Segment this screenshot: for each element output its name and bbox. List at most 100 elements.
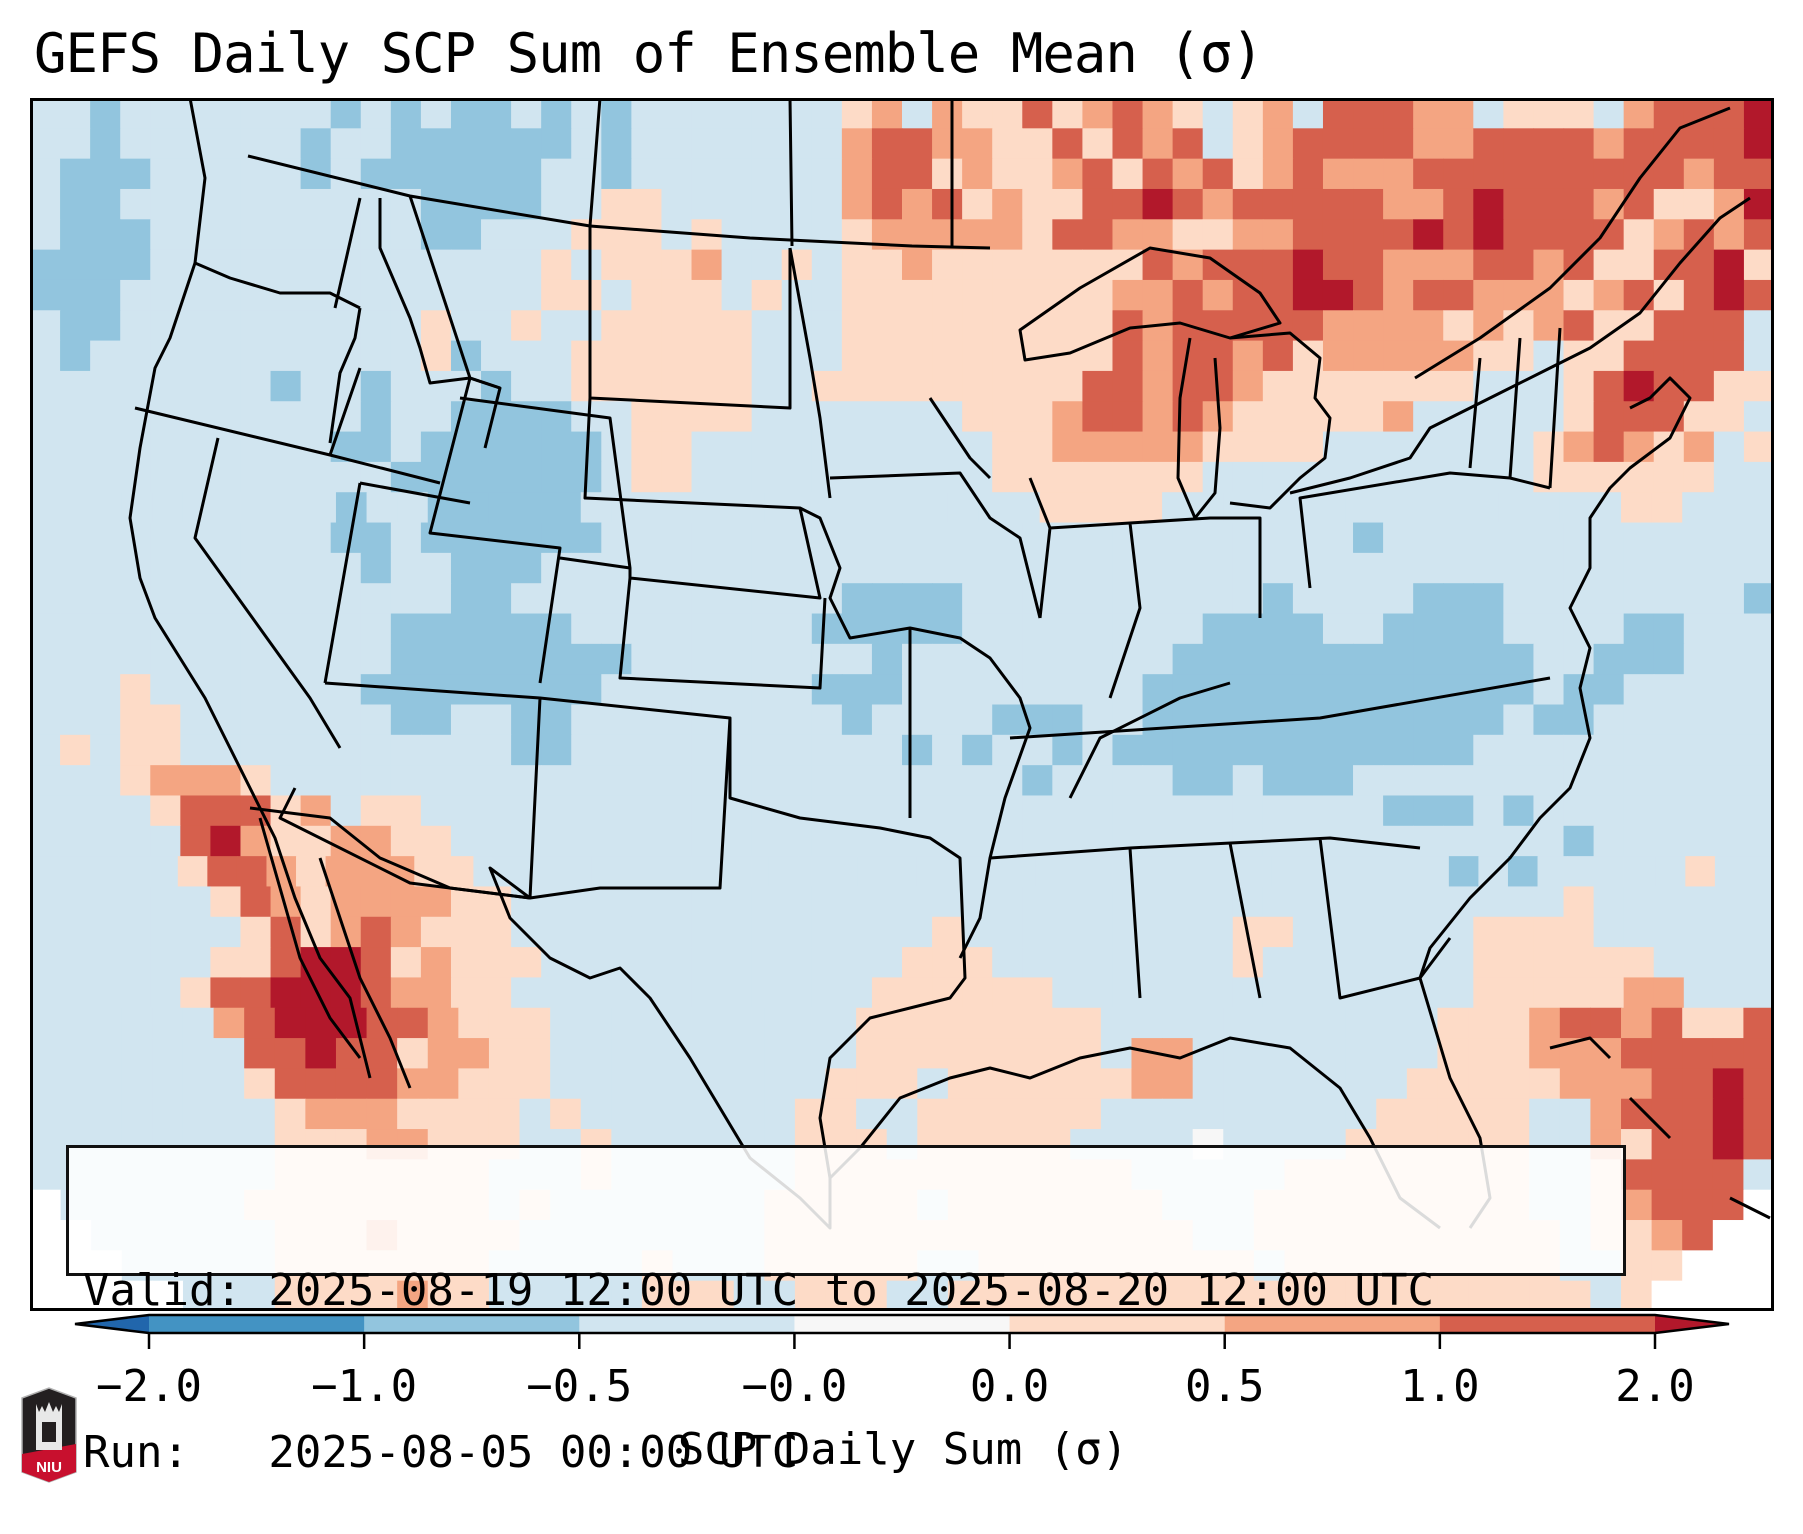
grid-cell bbox=[1712, 1007, 1745, 1039]
grid-cell bbox=[450, 765, 482, 797]
grid-cell bbox=[1682, 492, 1714, 524]
grid-cell bbox=[1223, 1007, 1255, 1039]
grid-cell bbox=[1262, 522, 1294, 554]
grid-cell bbox=[1192, 1280, 1224, 1311]
grid-cell bbox=[1653, 340, 1685, 372]
grid-cell bbox=[180, 886, 212, 918]
grid-cell bbox=[1563, 310, 1595, 342]
grid-cell bbox=[511, 947, 542, 979]
grid-cell bbox=[631, 916, 663, 948]
grid-cell bbox=[1498, 1280, 1530, 1311]
logo-tower-spires bbox=[36, 1402, 62, 1414]
grid-cell bbox=[450, 674, 482, 706]
grid-cell bbox=[150, 583, 181, 615]
grid-cell bbox=[1005, 856, 1036, 888]
grid-cell bbox=[1292, 431, 1324, 463]
grid-cell bbox=[1232, 219, 1264, 251]
grid-cell bbox=[150, 249, 181, 281]
grid-cell bbox=[962, 674, 993, 706]
grid-cell bbox=[1413, 795, 1444, 827]
grid-cell bbox=[1413, 128, 1444, 160]
grid-cell bbox=[481, 158, 512, 190]
grid-cell bbox=[1682, 1007, 1714, 1039]
grid-cell bbox=[721, 886, 753, 918]
grid-cell bbox=[1712, 1129, 1745, 1160]
colorbar-label: SCP Daily Sum (σ) bbox=[677, 1424, 1129, 1475]
grid-cell bbox=[120, 128, 151, 160]
grid-cell bbox=[1112, 431, 1144, 463]
grid-cell bbox=[240, 643, 272, 675]
grid-cell bbox=[481, 977, 512, 1009]
illinois-indiana-ohio bbox=[1028, 477, 1262, 799]
grid-cell bbox=[30, 249, 61, 281]
grid-cell bbox=[300, 947, 332, 979]
grid-cell bbox=[1082, 552, 1114, 584]
grid-cell bbox=[60, 279, 91, 311]
grid-cell bbox=[1743, 279, 1774, 311]
grid-cell bbox=[90, 370, 121, 402]
grid-cell bbox=[60, 552, 91, 584]
grid-cell bbox=[1443, 643, 1474, 675]
grid-cell bbox=[571, 825, 602, 857]
grid-cell bbox=[550, 1068, 582, 1100]
grid-cell bbox=[751, 643, 783, 675]
grid-cell bbox=[90, 401, 121, 433]
grid-cell bbox=[420, 310, 452, 342]
grid-cell bbox=[1353, 643, 1384, 675]
grid-cell bbox=[902, 128, 933, 160]
grid-cell bbox=[1376, 1068, 1408, 1100]
grid-cell bbox=[1473, 401, 1504, 433]
grid-cell bbox=[962, 704, 993, 736]
grid-cell bbox=[1593, 947, 1625, 979]
grid-cell bbox=[210, 310, 242, 342]
grid-cell bbox=[1022, 613, 1053, 645]
grid-cell bbox=[511, 795, 542, 827]
grid-cell bbox=[1655, 856, 1686, 888]
grid-cell bbox=[811, 825, 843, 857]
grid-cell bbox=[975, 856, 1007, 888]
grid-cell bbox=[751, 674, 783, 706]
map-panel bbox=[30, 98, 1774, 1311]
grid-cell bbox=[781, 583, 813, 615]
grid-cell bbox=[962, 734, 993, 766]
grid-cell bbox=[1413, 401, 1444, 433]
grid-cell bbox=[150, 219, 181, 251]
grid-cell bbox=[1413, 916, 1444, 948]
grid-cell bbox=[180, 431, 212, 463]
grid-cell bbox=[1713, 310, 1745, 342]
grid-cell bbox=[1172, 886, 1204, 918]
grid-cell bbox=[1353, 613, 1384, 645]
grid-cell bbox=[1503, 188, 1535, 220]
grid-cell bbox=[1322, 279, 1354, 311]
grid-cell bbox=[1022, 431, 1053, 463]
grid-cell bbox=[1232, 370, 1264, 402]
grid-cell bbox=[1593, 765, 1625, 797]
grid-cell bbox=[962, 765, 993, 797]
grid-cell bbox=[1262, 583, 1294, 615]
grid-cell bbox=[177, 856, 208, 888]
colorbar-tick-label: −0.5 bbox=[526, 1361, 633, 1412]
grid-cell bbox=[1406, 1068, 1439, 1100]
grid-cell bbox=[511, 310, 542, 342]
grid-cell bbox=[978, 1280, 1010, 1311]
grid-cell bbox=[841, 916, 873, 948]
grid-cell bbox=[481, 188, 512, 220]
grid-cell bbox=[335, 492, 368, 524]
grid-cell bbox=[947, 1280, 980, 1311]
grid-cell bbox=[210, 98, 242, 129]
grid-cell bbox=[1100, 492, 1133, 524]
grid-cell bbox=[60, 249, 91, 281]
grid-cell bbox=[932, 522, 963, 554]
grid-cell bbox=[781, 128, 813, 160]
grid-cell bbox=[1743, 1280, 1774, 1311]
grid-cell bbox=[1743, 1098, 1774, 1130]
grid-cell bbox=[240, 461, 272, 493]
grid-cell bbox=[1232, 340, 1264, 372]
grid-cell bbox=[1503, 310, 1535, 342]
grid-cell bbox=[150, 643, 181, 675]
grid-cell bbox=[1503, 704, 1535, 736]
grid-cell bbox=[1094, 856, 1125, 888]
grid-cell bbox=[1419, 856, 1450, 888]
grid-cell bbox=[511, 552, 542, 584]
grid-cell bbox=[1653, 886, 1685, 918]
